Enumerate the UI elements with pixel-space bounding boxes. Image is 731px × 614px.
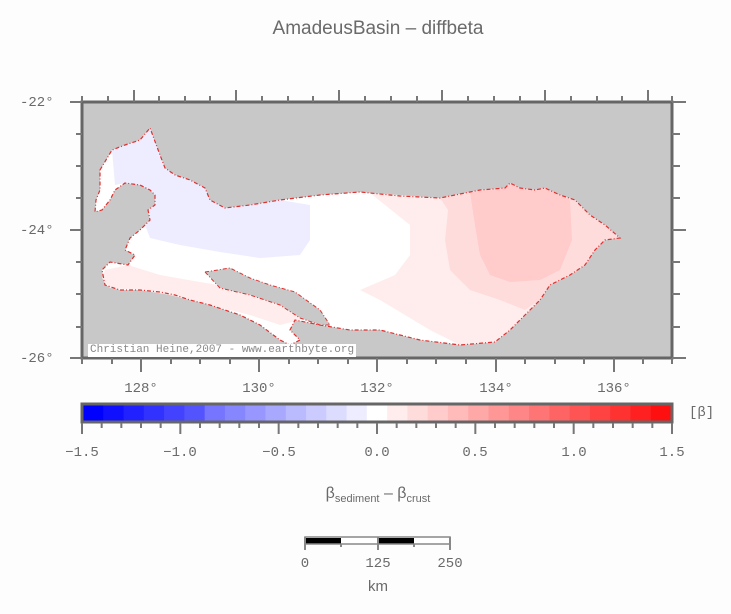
colorbar-tick-label: −1.5 [65, 445, 99, 461]
basin-polygon [94, 126, 622, 346]
colorbar-cell [224, 405, 246, 421]
colorbar-cell [529, 405, 550, 421]
colorbar-cell [326, 405, 348, 421]
lon-label: 136° [597, 381, 631, 397]
lat-label: -22° [20, 95, 54, 111]
colorbar-cell [306, 405, 327, 421]
lat-label: -26° [20, 351, 54, 367]
scale-bar [304, 536, 451, 550]
colorbar-cell [427, 405, 449, 421]
colorbar-cell [123, 405, 145, 421]
colorbar [83, 405, 672, 421]
colorbar-cell [245, 405, 266, 421]
lon-label: 134° [479, 381, 513, 397]
lon-label: 130° [242, 381, 276, 397]
lon-label: 128° [124, 381, 158, 397]
credit-text: Christian Heine,2007 - www.earthbyte.org [88, 344, 357, 357]
colorbar-cell [488, 405, 510, 421]
scale-label: 0 [300, 556, 310, 572]
lon-label: 132° [360, 381, 394, 397]
colorbar-cell [366, 405, 388, 421]
colorbar-cell [83, 405, 104, 421]
colorbar-cell [204, 405, 226, 421]
colorbar-tick-label: −0.5 [262, 445, 296, 461]
colorbar-cell [468, 405, 490, 421]
scale-label: 125 [365, 556, 391, 572]
colorbar-tick-label: 1.0 [561, 445, 587, 461]
colorbar-cell [549, 405, 571, 421]
colorbar-title: βsediment – βcrust [325, 485, 431, 506]
colorbar-cell [143, 405, 165, 421]
colorbar-unit: [β] [689, 405, 715, 421]
colorbar-cell [265, 405, 287, 421]
colorbar-cell [184, 405, 206, 421]
colorbar-cell [508, 405, 530, 421]
colorbar-cell [285, 405, 307, 421]
colorbar-cell [589, 405, 611, 421]
colorbar-cell [569, 405, 591, 421]
colorbar-cell [407, 405, 429, 421]
colorbar-tick-label: 1.5 [659, 445, 685, 461]
colorbar-cell [346, 405, 368, 421]
colorbar-tick-label: −1.0 [163, 445, 197, 461]
colorbar-cell [630, 405, 652, 421]
map-title: AmadeusBasin – diffbeta [272, 18, 484, 39]
colorbar-tick-label: 0.0 [364, 445, 390, 461]
colorbar-cell [164, 405, 185, 421]
colorbar-cell [447, 405, 469, 421]
scale-unit: km [368, 578, 388, 595]
colorbar-tick-label: 0.5 [462, 445, 488, 461]
colorbar-cell [650, 405, 672, 421]
scale-label: 250 [437, 556, 463, 572]
colorbar-cell [610, 405, 631, 421]
lon-ticks [81, 90, 673, 372]
colorbar-cell [387, 405, 408, 421]
lat-label: -24° [20, 223, 54, 239]
lat-ticks [70, 101, 686, 359]
colorbar-cell [103, 405, 125, 421]
